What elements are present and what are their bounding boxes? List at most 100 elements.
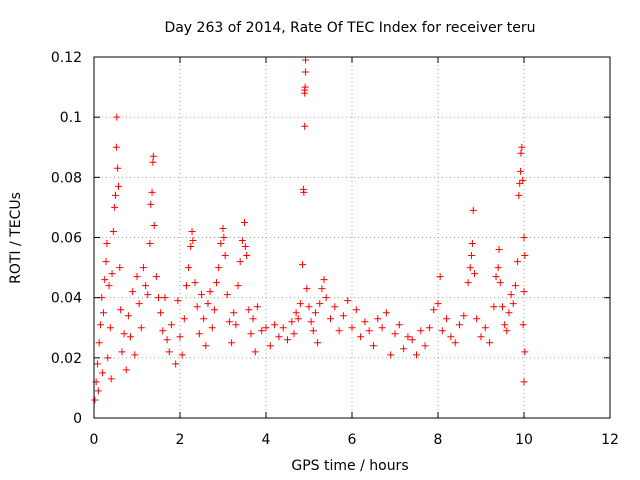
data-point <box>492 273 500 281</box>
x-tick-label: 6 <box>348 432 357 448</box>
y-tick-label: 0.04 <box>51 291 82 307</box>
data-point <box>193 303 201 311</box>
data-point <box>152 273 160 281</box>
data-point <box>299 261 307 269</box>
data-point <box>466 264 474 272</box>
data-point <box>204 300 212 308</box>
data-point <box>408 336 416 344</box>
data-point <box>507 291 515 299</box>
data-point <box>213 279 221 287</box>
data-point <box>425 324 433 332</box>
data-point <box>114 164 122 172</box>
data-point <box>221 252 229 260</box>
data-point <box>305 303 313 311</box>
data-point <box>322 294 330 302</box>
data-point <box>509 300 517 308</box>
data-point <box>486 339 494 347</box>
data-point <box>262 324 270 332</box>
data-point <box>147 200 155 208</box>
data-point <box>105 282 113 290</box>
x-tick-label: 12 <box>601 432 619 448</box>
data-point <box>307 318 315 326</box>
axis-ticks <box>93 56 611 419</box>
data-point <box>284 336 291 344</box>
data-points <box>91 56 529 404</box>
data-point <box>443 315 451 323</box>
data-point <box>106 324 114 332</box>
data-point <box>400 345 408 353</box>
chart-title: Day 263 of 2014, Rate Of TEC Index for r… <box>164 20 535 36</box>
data-point <box>521 348 529 356</box>
data-point <box>438 327 446 335</box>
data-point <box>99 369 107 377</box>
data-point <box>302 68 310 76</box>
data-point <box>391 330 399 338</box>
data-point <box>176 333 184 341</box>
data-point <box>471 270 479 278</box>
data-point <box>339 312 347 320</box>
data-point <box>115 182 123 190</box>
data-point <box>421 342 429 350</box>
data-point <box>165 348 173 356</box>
data-point <box>515 191 523 199</box>
x-axis-label: GPS time / hours <box>291 458 408 474</box>
data-point <box>275 333 283 341</box>
data-point <box>413 351 420 359</box>
data-point <box>185 264 193 272</box>
data-point <box>477 333 485 341</box>
data-point <box>245 306 253 314</box>
x-tick-labels: 0 2 4 6 8 10 12 <box>90 432 619 448</box>
data-point <box>129 288 137 296</box>
data-point <box>436 273 444 281</box>
data-point <box>404 333 412 341</box>
data-point <box>292 309 300 317</box>
data-point <box>230 309 238 317</box>
data-point <box>378 324 386 332</box>
data-point <box>148 188 156 196</box>
data-point <box>118 348 126 356</box>
data-point <box>94 387 102 395</box>
data-point <box>501 321 509 329</box>
data-point <box>131 351 139 359</box>
data-point <box>279 324 287 332</box>
data-point <box>521 252 529 260</box>
y-tick-label: 0.12 <box>51 50 82 66</box>
data-point <box>96 321 104 329</box>
data-point <box>303 285 311 293</box>
x-tick-label: 8 <box>434 432 443 448</box>
data-point <box>107 375 115 383</box>
data-point <box>499 303 506 311</box>
data-point <box>258 327 266 335</box>
data-point <box>157 309 165 317</box>
data-point <box>451 339 459 347</box>
data-point <box>311 309 319 317</box>
data-point <box>228 339 236 347</box>
data-point <box>514 258 522 266</box>
data-point <box>520 288 528 296</box>
data-point <box>122 366 130 374</box>
data-point <box>102 258 110 266</box>
data-point <box>202 342 210 350</box>
data-point <box>518 143 526 151</box>
data-point <box>236 258 244 266</box>
data-point <box>232 321 240 329</box>
data-point <box>370 342 377 350</box>
data-point <box>187 243 195 251</box>
data-point <box>520 378 528 386</box>
data-point <box>344 297 352 305</box>
data-point <box>520 234 528 241</box>
data-point <box>271 321 279 329</box>
data-point <box>191 279 199 287</box>
data-point <box>159 327 167 335</box>
data-point <box>288 318 296 326</box>
data-point <box>146 240 154 248</box>
data-point <box>387 351 395 359</box>
data-point <box>104 354 112 362</box>
data-point <box>112 143 120 151</box>
data-point <box>103 240 111 248</box>
data-point <box>253 303 261 311</box>
data-point <box>116 264 124 272</box>
y-tick-label: 0.02 <box>51 351 82 367</box>
y-tick-label: 0 <box>73 411 82 427</box>
